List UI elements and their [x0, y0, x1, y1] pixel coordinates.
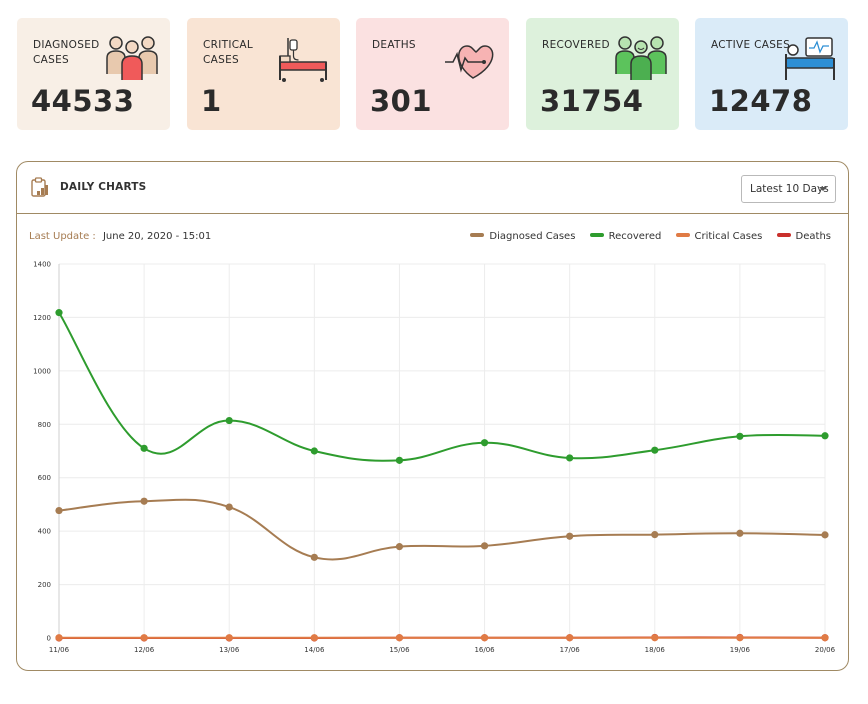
- critical-value: 1: [201, 84, 222, 118]
- data-point-recovered: [55, 309, 63, 317]
- critical-label: Critical Cases: [203, 39, 253, 66]
- data-point-diagnosed: [480, 542, 489, 550]
- stat-cards: Diagnosed Cases 44533 Critical Cases 1 D…: [17, 18, 851, 130]
- data-point-diagnosed: [651, 531, 659, 539]
- deaths-card: Deaths 301: [356, 18, 509, 130]
- active-card: Active Cases 12478: [695, 18, 848, 130]
- legend-swatch: [675, 233, 690, 237]
- legend-label: Critical Cases: [694, 231, 763, 242]
- data-point-critical: [480, 634, 489, 642]
- x-tick-label: 14/06: [304, 646, 325, 654]
- legend-label: Diagnosed Cases: [489, 231, 576, 242]
- y-tick-label: 600: [38, 474, 51, 482]
- legend-swatch: [470, 233, 485, 237]
- recovered-people-icon: [615, 36, 667, 80]
- chart-legend: Diagnosed Cases Recovered Critical Cases…: [459, 231, 831, 242]
- x-tick-label: 17/06: [560, 646, 581, 654]
- data-point-recovered: [395, 456, 404, 464]
- data-point-recovered: [310, 447, 318, 455]
- critical-card: Critical Cases 1: [187, 18, 340, 130]
- x-tick-label: 19/06: [730, 646, 751, 654]
- legend-item-diagnosed[interactable]: Diagnosed Cases: [470, 231, 575, 242]
- recovered-label: Recovered: [542, 39, 610, 51]
- x-tick-label: 12/06: [134, 646, 155, 654]
- legend-swatch: [776, 233, 791, 237]
- y-tick-label: 800: [38, 421, 51, 429]
- recovered-card: Recovered 31754: [526, 18, 679, 130]
- panel-header: DAILY CHARTS Latest 10 Days: [17, 162, 848, 214]
- x-tick-label: 20/06: [815, 646, 836, 654]
- data-point-critical: [55, 634, 63, 642]
- x-tick-label: 18/06: [645, 646, 666, 654]
- data-point-critical: [736, 634, 744, 642]
- legend-label: Deaths: [795, 231, 831, 242]
- x-tick-label: 16/06: [474, 646, 495, 654]
- hospital-bed-icon: [279, 38, 327, 82]
- series-line-recovered: [58, 312, 826, 462]
- diagnosed-label: Diagnosed Cases: [33, 39, 100, 66]
- daily-line-chart: 0 200 400 600 800 1000 1200 1400 11/06 12/06 13/06…: [33, 261, 836, 655]
- data-point-critical: [566, 634, 574, 642]
- y-tick-label: 1400: [33, 261, 51, 269]
- deaths-label: Deaths: [372, 39, 416, 51]
- x-tick-label: 15/06: [389, 646, 410, 654]
- people-group-icon: [106, 36, 158, 80]
- data-point-recovered: [736, 432, 744, 440]
- clipboard-chart-icon: [31, 177, 48, 197]
- data-point-recovered: [225, 416, 233, 425]
- data-point-recovered: [140, 444, 148, 452]
- y-tick-label: 1000: [33, 367, 51, 375]
- data-point-critical: [140, 634, 148, 642]
- data-point-diagnosed: [395, 543, 404, 551]
- legend-item-critical[interactable]: Critical Cases: [675, 231, 763, 242]
- active-value: 12478: [709, 84, 813, 118]
- data-point-critical: [651, 634, 659, 642]
- data-point-diagnosed: [55, 506, 63, 515]
- y-tick-label: 200: [38, 581, 51, 589]
- data-point-recovered: [480, 439, 489, 447]
- data-point-diagnosed: [140, 497, 148, 505]
- y-tick-label: 0: [47, 635, 51, 643]
- last-update: Last Update : June 20, 2020 - 15:01: [29, 231, 211, 242]
- data-point-recovered: [566, 454, 574, 462]
- recovered-value: 31754: [540, 84, 644, 118]
- data-point-critical: [225, 634, 233, 642]
- series-line-diagnosed: [58, 498, 826, 561]
- legend-label: Recovered: [608, 231, 662, 242]
- data-point-diagnosed: [225, 503, 233, 511]
- data-point-diagnosed: [310, 553, 318, 561]
- patient-monitor-icon: [785, 37, 835, 80]
- diagnosed-card: Diagnosed Cases 44533: [17, 18, 170, 130]
- data-point-critical: [310, 634, 318, 642]
- daily-charts-panel: DAILY CHARTS Latest 10 Days Last Update …: [16, 161, 849, 671]
- y-tick-label: 400: [38, 528, 51, 536]
- caret-down-icon: [819, 187, 827, 191]
- active-label: Active Cases: [711, 39, 791, 51]
- panel-title: DAILY CHARTS: [60, 181, 147, 193]
- x-tick-label: 11/06: [49, 646, 70, 654]
- legend-swatch: [589, 233, 604, 237]
- x-tick-label: 13/06: [219, 646, 240, 654]
- deaths-value: 301: [370, 84, 433, 118]
- date-range-dropdown[interactable]: Latest 10 Days: [741, 175, 836, 203]
- y-tick-label: 1200: [33, 314, 51, 322]
- diagnosed-value: 44533: [31, 84, 135, 118]
- data-point-diagnosed: [736, 529, 744, 537]
- heartbeat-icon: [445, 45, 494, 79]
- data-point-recovered: [821, 432, 829, 440]
- date-range-label: Latest 10 Days: [750, 183, 829, 195]
- legend-item-deaths[interactable]: Deaths: [776, 231, 831, 242]
- data-point-critical: [395, 634, 404, 642]
- last-update-value: June 20, 2020 - 15:01: [102, 231, 212, 242]
- data-point-diagnosed: [821, 531, 829, 539]
- last-update-label: Last Update :: [29, 231, 96, 242]
- data-point-critical: [821, 634, 829, 642]
- legend-item-recovered[interactable]: Recovered: [589, 231, 662, 242]
- data-point-recovered: [651, 446, 659, 454]
- data-point-diagnosed: [566, 532, 574, 540]
